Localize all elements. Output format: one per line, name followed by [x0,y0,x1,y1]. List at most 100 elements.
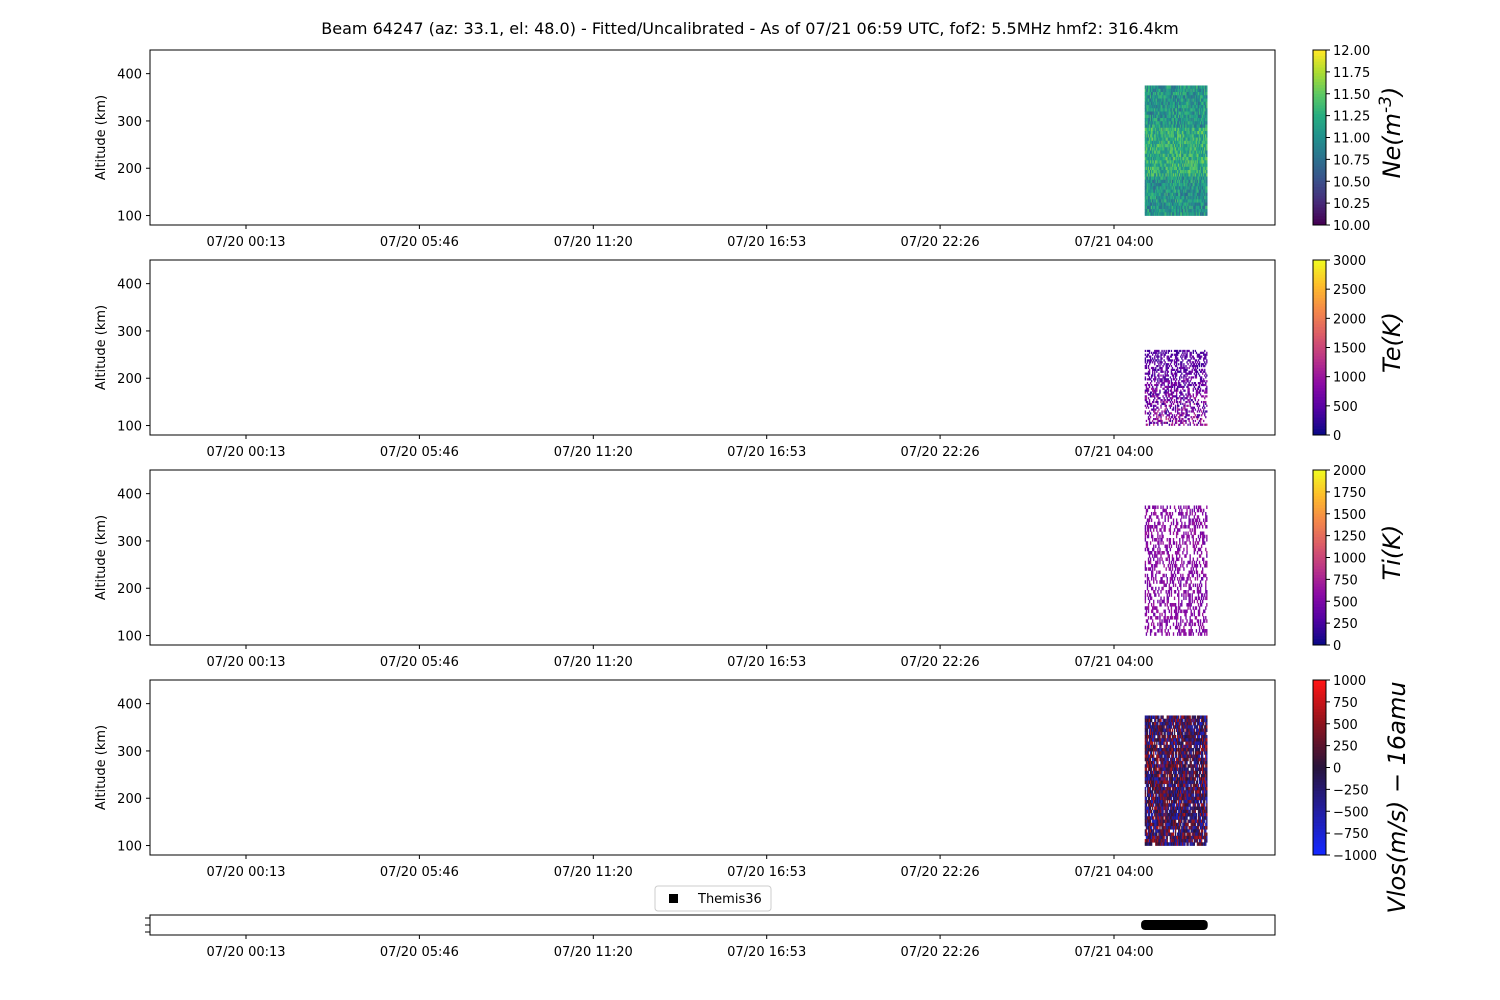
heatmap-cell [1152,368,1154,371]
heatmap-cell [1165,137,1167,142]
heatmap-cell [1155,147,1157,151]
heatmap-cell [1154,131,1156,135]
heatmap-cell [1199,124,1202,129]
heatmap-cell [1196,176,1199,181]
colorbar-segment [1313,575,1326,579]
heatmap-cell [1197,391,1200,394]
heatmap-cell [1182,349,1184,353]
heatmap-cell [1198,179,1201,184]
heatmap-cell [1160,127,1162,132]
heatmap-cell [1155,511,1157,516]
heatmap-cell [1188,91,1190,96]
heatmap-cell [1150,728,1153,733]
heatmap-cell [1194,359,1197,362]
heatmap-cell [1160,140,1162,145]
heatmap-cell [1174,376,1177,379]
heatmap-cell [1193,544,1196,549]
heatmap-cell [1144,764,1147,768]
heatmap-cell [1185,108,1187,112]
heatmap-cell [1189,144,1191,148]
heatmap-cell [1189,205,1191,210]
heatmap-cell [1180,202,1182,207]
heatmap-cell [1180,399,1182,402]
heatmap-cell [1159,619,1161,623]
heatmap-cell [1163,140,1165,145]
heatmap-cell [1177,192,1179,197]
heatmap-cell [1182,551,1184,555]
heatmap-cell [1144,809,1147,814]
heatmap-cell [1182,166,1184,171]
heatmap-cell [1192,410,1194,413]
heatmap-cell [1161,599,1163,604]
heatmap-cell [1158,111,1160,116]
colorbar-segment [1313,470,1326,474]
heatmap-cell [1206,564,1208,568]
heatmap-cell [1153,387,1155,390]
heatmap-cell [1182,393,1184,396]
heatmap-cell [1177,557,1179,562]
heatmap-cell [1170,370,1173,373]
heatmap-cell [1191,599,1193,604]
heatmap-cell [1177,212,1179,216]
heatmap-cell [1153,721,1155,726]
heatmap-cell [1149,393,1152,396]
heatmap-cell [1186,395,1188,398]
heatmap-cell [1148,153,1151,158]
heatmap-cell [1172,378,1175,381]
heatmap-cell [1173,363,1176,366]
heatmap-cell [1163,95,1165,99]
heatmap-cell [1154,357,1156,360]
heatmap-cell [1148,351,1151,354]
heatmap-cell [1159,160,1161,164]
heatmap-cell [1167,85,1169,90]
heatmap-cell [1188,98,1190,103]
heatmap-cell [1195,137,1198,142]
heatmap-cell [1152,101,1154,106]
heatmap-cell [1192,157,1194,161]
heatmap-cell [1185,376,1187,379]
heatmap-cell [1187,98,1189,103]
heatmap-cell [1162,179,1164,184]
heatmap-cell [1169,412,1172,415]
heatmap-cell [1206,387,1208,390]
heatmap-cell [1156,144,1158,148]
colorbar-segment [1313,181,1326,185]
heatmap-cell [1199,114,1202,119]
heatmap-cell [1198,186,1201,190]
heatmap-cell [1203,560,1205,565]
heatmap-cell [1152,212,1154,216]
heatmap-cell [1144,85,1147,90]
heatmap-cell [1144,365,1147,368]
heatmap-cell [1202,383,1204,387]
heatmap-cell [1206,209,1208,213]
heatmap-cell [1185,98,1187,103]
heatmap-cell [1156,370,1158,373]
heatmap-cell [1194,147,1197,151]
colorbar-segment [1313,540,1326,544]
heatmap-cell [1197,101,1200,106]
heatmap-cell [1202,557,1204,562]
heatmap-cell [1170,609,1173,614]
colorbar-segment [1313,560,1326,564]
heatmap-cell [1154,166,1156,171]
heatmap-cell [1145,612,1148,617]
heatmap-cell [1153,192,1155,197]
heatmap-cell [1202,570,1204,575]
heatmap-cell [1159,199,1161,203]
heatmap-cell [1149,192,1152,197]
heatmap-cell [1186,202,1188,207]
heatmap-cell [1175,88,1178,93]
heatmap-cell [1150,95,1153,99]
heatmap-cell [1192,101,1194,106]
heatmap-cell [1192,395,1194,398]
heatmap-cell [1182,108,1184,112]
heatmap-cell [1155,91,1157,96]
heatmap-cell [1172,408,1175,411]
heatmap-cell [1149,832,1152,837]
heatmap-cell [1160,144,1162,148]
heatmap-cell [1194,153,1197,158]
heatmap-cell [1184,590,1186,594]
heatmap-cell [1152,780,1154,785]
heatmap-cell [1180,209,1182,213]
heatmap-cell [1167,380,1169,383]
